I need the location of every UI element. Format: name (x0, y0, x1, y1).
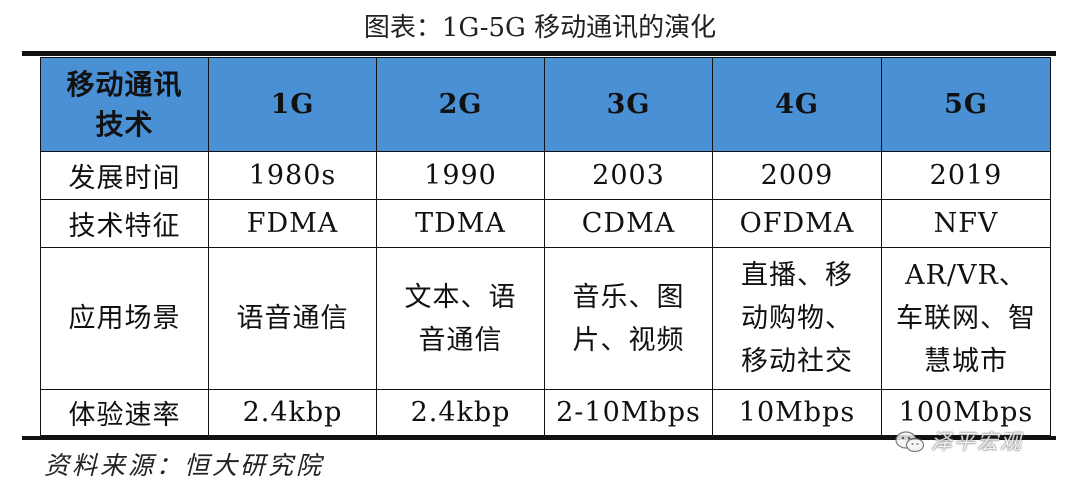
table-cell: 2019 (881, 151, 1051, 200)
table-cell: 直播、移动购物、移动社交 (712, 247, 882, 390)
table-cell: NFV (881, 199, 1051, 248)
header-4g: 4G (712, 57, 882, 152)
bottom-rule (22, 436, 1056, 440)
table-cell: 2.4kbp (208, 389, 377, 436)
wechat-icon (895, 431, 925, 453)
table-cell: 2009 (712, 151, 882, 200)
table-cell: TDMA (376, 199, 545, 248)
header-3g: 3G (544, 57, 713, 152)
header-5g: 5G (881, 57, 1051, 152)
watermark: 泽平宏观 (895, 427, 1023, 457)
table-cell: 1990 (376, 151, 545, 200)
header-1g: 1G (208, 57, 377, 152)
row-label: 技术特征 (40, 199, 209, 248)
table-row-usage: 应用场景 语音通信 文本、语音通信 音乐、图片、视频 直播、移动购物、移动社交 … (40, 247, 1051, 390)
header-rowhead: 移动通讯技术 (40, 57, 209, 152)
table-row-speed: 体验速率 2.4kbp 2.4kbp 2-10Mbps 10Mbps 100Mb… (40, 389, 1051, 436)
table-cell: 音乐、图片、视频 (544, 247, 713, 390)
source-note: 资料来源：恒大研究院 (44, 451, 325, 480)
table-cell: 10Mbps (712, 389, 882, 436)
table-cell: 100Mbps (881, 389, 1051, 436)
table-cell: 2-10Mbps (544, 389, 713, 436)
figure-title: 图表：1G-5G 移动通讯的演化 (363, 13, 717, 43)
table-row-tech: 技术特征 FDMA TDMA CDMA OFDMA NFV (40, 199, 1051, 248)
top-rule (22, 51, 1056, 56)
table-cell: 1980s (208, 151, 377, 200)
row-label: 应用场景 (40, 247, 209, 390)
table-cell: CDMA (544, 199, 713, 248)
table-cell: 语音通信 (208, 247, 377, 390)
table-cell: OFDMA (712, 199, 882, 248)
table-cell: 2003 (544, 151, 713, 200)
row-label: 发展时间 (40, 151, 209, 200)
table-cell: 2.4kbp (376, 389, 545, 436)
table-cell: FDMA (208, 199, 377, 248)
evolution-table: 移动通讯技术 1G 2G 3G 4G 5G 发展时间 1980s 1990 20… (40, 57, 1051, 436)
table-cell: 文本、语音通信 (376, 247, 545, 390)
row-label: 体验速率 (40, 389, 209, 436)
header-2g: 2G (376, 57, 545, 152)
header-row: 移动通讯技术 1G 2G 3G 4G 5G (40, 57, 1051, 152)
watermark-text: 泽平宏观 (931, 430, 1023, 454)
table-row-time: 发展时间 1980s 1990 2003 2009 2019 (40, 151, 1051, 200)
table-cell: AR/VR、车联网、智慧城市 (881, 247, 1051, 390)
